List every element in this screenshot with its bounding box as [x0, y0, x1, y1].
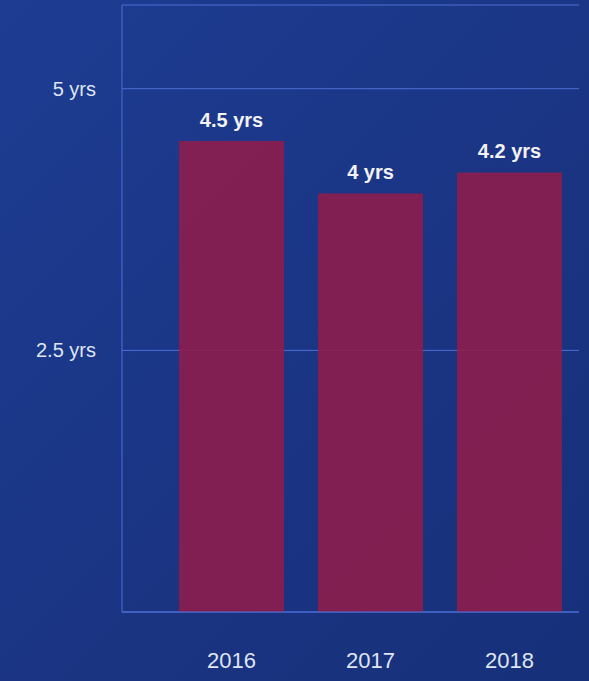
svg-text:2016: 2016: [207, 648, 256, 673]
svg-text:2018: 2018: [485, 648, 534, 673]
svg-text:2.5 yrs: 2.5 yrs: [36, 339, 96, 361]
svg-text:5 yrs: 5 yrs: [53, 78, 96, 100]
svg-text:4 yrs: 4 yrs: [347, 161, 394, 183]
svg-text:4.2 yrs: 4.2 yrs: [478, 140, 541, 162]
svg-text:4.5 yrs: 4.5 yrs: [200, 109, 263, 131]
svg-text:2017: 2017: [346, 648, 395, 673]
